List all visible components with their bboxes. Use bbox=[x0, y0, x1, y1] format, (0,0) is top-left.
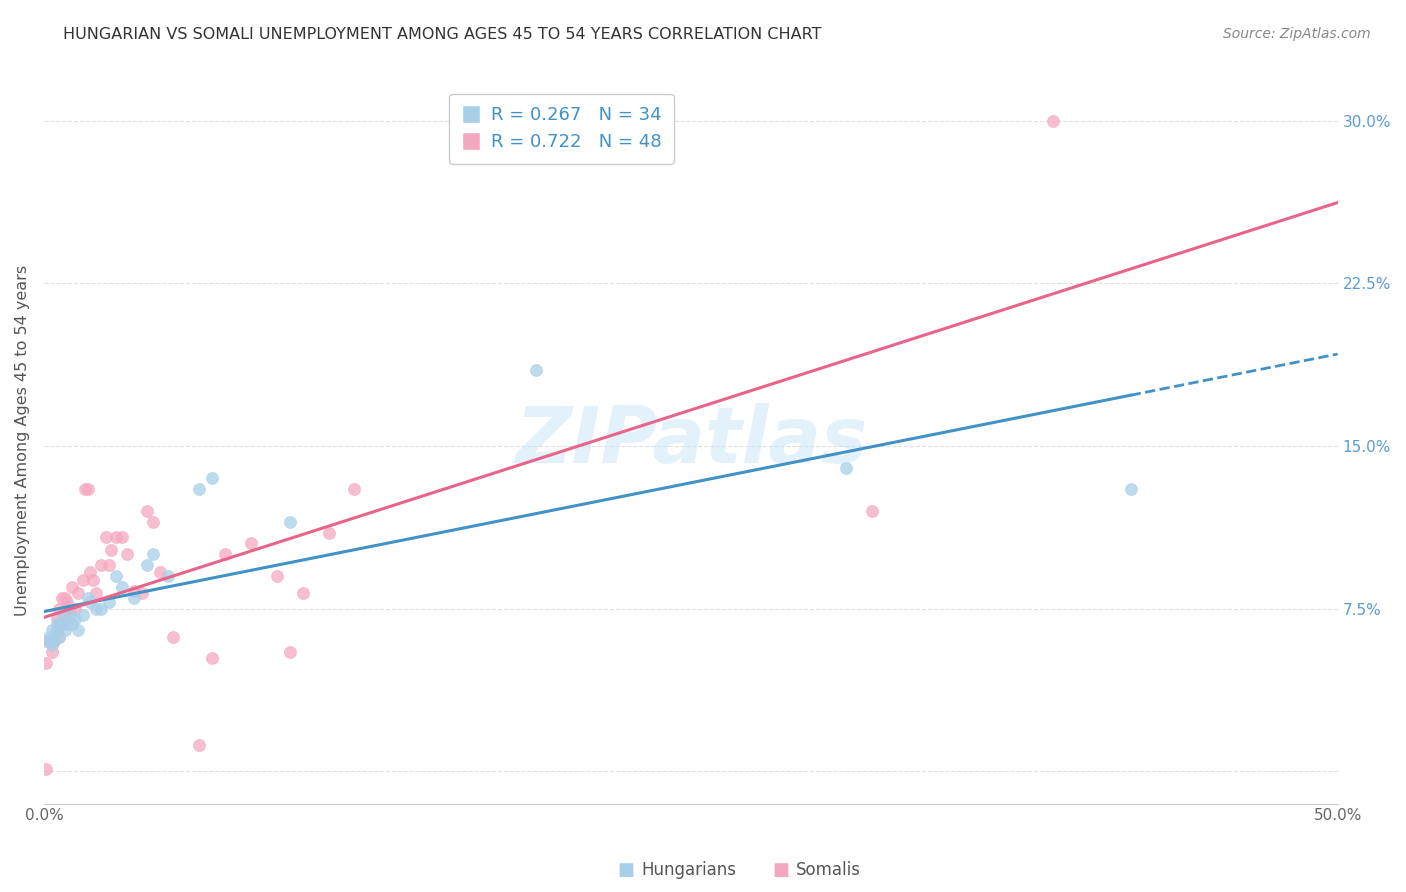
Point bbox=[45, 616, 67, 631]
Point bbox=[97, 558, 120, 573]
Point bbox=[72, 574, 94, 588]
Point bbox=[318, 525, 340, 540]
Point bbox=[136, 504, 159, 518]
Point bbox=[214, 547, 236, 561]
Point bbox=[188, 483, 211, 497]
Point bbox=[35, 762, 58, 776]
Point bbox=[44, 634, 66, 648]
Point bbox=[860, 504, 883, 518]
Point bbox=[124, 584, 146, 599]
Point bbox=[45, 624, 67, 638]
Point bbox=[142, 547, 165, 561]
Point bbox=[162, 630, 184, 644]
Point bbox=[48, 601, 70, 615]
Text: ■: ■ bbox=[772, 861, 789, 879]
Point bbox=[79, 565, 101, 579]
Point bbox=[45, 624, 67, 638]
Point bbox=[142, 515, 165, 529]
Text: Somalis: Somalis bbox=[796, 861, 862, 879]
Point bbox=[266, 569, 288, 583]
Point bbox=[105, 569, 128, 583]
Point bbox=[41, 624, 63, 638]
Point bbox=[63, 601, 86, 615]
Point bbox=[60, 580, 83, 594]
Point bbox=[149, 565, 172, 579]
Point bbox=[278, 645, 301, 659]
Point bbox=[59, 607, 82, 622]
Point bbox=[201, 651, 224, 665]
Point bbox=[72, 607, 94, 622]
Point bbox=[48, 630, 70, 644]
Point bbox=[53, 607, 76, 622]
Point bbox=[110, 580, 132, 594]
Point bbox=[124, 591, 146, 605]
Point bbox=[35, 634, 58, 648]
Text: HUNGARIAN VS SOMALI UNEMPLOYMENT AMONG AGES 45 TO 54 YEARS CORRELATION CHART: HUNGARIAN VS SOMALI UNEMPLOYMENT AMONG A… bbox=[63, 27, 821, 42]
Point bbox=[90, 601, 112, 615]
Y-axis label: Unemployment Among Ages 45 to 54 years: Unemployment Among Ages 45 to 54 years bbox=[15, 265, 30, 616]
Point bbox=[105, 530, 128, 544]
Point bbox=[100, 543, 122, 558]
Point bbox=[41, 639, 63, 653]
Point bbox=[44, 634, 66, 648]
Point bbox=[77, 483, 100, 497]
Point bbox=[38, 630, 60, 644]
Point bbox=[97, 595, 120, 609]
Point bbox=[75, 483, 97, 497]
Point bbox=[56, 616, 79, 631]
Point bbox=[63, 612, 86, 626]
Point bbox=[35, 656, 58, 670]
Point bbox=[41, 645, 63, 659]
Point bbox=[60, 616, 83, 631]
Point bbox=[1119, 483, 1142, 497]
Point bbox=[188, 738, 211, 752]
Point bbox=[84, 601, 107, 615]
Point bbox=[48, 630, 70, 644]
Point bbox=[53, 624, 76, 638]
Point bbox=[51, 612, 73, 626]
Point bbox=[131, 586, 153, 600]
Point bbox=[524, 363, 547, 377]
Point bbox=[66, 586, 89, 600]
Point bbox=[110, 530, 132, 544]
Point bbox=[115, 547, 138, 561]
Point bbox=[1042, 113, 1064, 128]
Point bbox=[38, 634, 60, 648]
Text: Source: ZipAtlas.com: Source: ZipAtlas.com bbox=[1223, 27, 1371, 41]
Point bbox=[53, 591, 76, 605]
Point bbox=[136, 558, 159, 573]
Point bbox=[239, 536, 262, 550]
Point bbox=[201, 471, 224, 485]
Point bbox=[45, 612, 67, 626]
Point bbox=[157, 569, 180, 583]
Text: ZIPatlas: ZIPatlas bbox=[515, 402, 868, 478]
Point bbox=[343, 483, 366, 497]
Legend: R = 0.267   N = 34, R = 0.722   N = 48: R = 0.267 N = 34, R = 0.722 N = 48 bbox=[449, 94, 673, 164]
Point bbox=[94, 530, 117, 544]
Point bbox=[48, 616, 70, 631]
Point bbox=[291, 586, 314, 600]
Point bbox=[56, 595, 79, 609]
Point bbox=[82, 574, 104, 588]
Point bbox=[90, 558, 112, 573]
Point bbox=[66, 624, 89, 638]
Text: Hungarians: Hungarians bbox=[641, 861, 737, 879]
Point bbox=[835, 460, 858, 475]
Point bbox=[51, 591, 73, 605]
Point bbox=[77, 591, 100, 605]
Point bbox=[59, 601, 82, 615]
Text: ■: ■ bbox=[617, 861, 634, 879]
Point bbox=[84, 586, 107, 600]
Point bbox=[79, 595, 101, 609]
Point bbox=[278, 515, 301, 529]
Point bbox=[51, 616, 73, 631]
